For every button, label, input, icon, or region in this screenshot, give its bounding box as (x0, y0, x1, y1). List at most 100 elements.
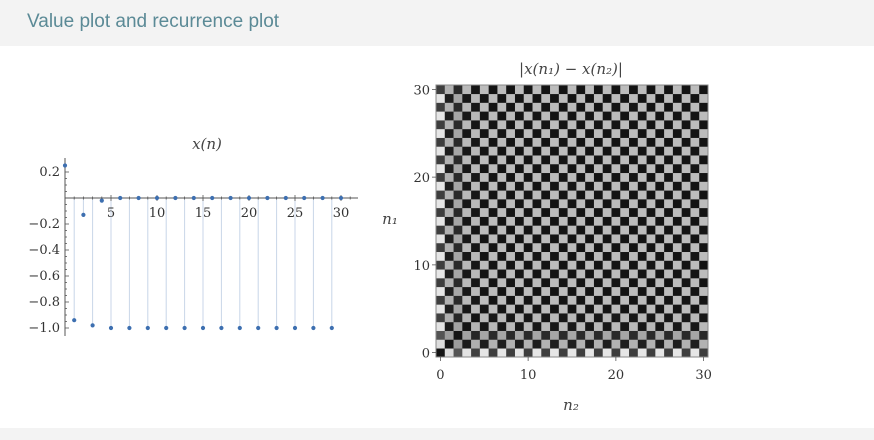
recurrence-cell (664, 295, 674, 305)
value-x-tick-label: 5 (107, 206, 115, 221)
recurrence-cell (462, 242, 472, 253)
recurrence-cell (436, 111, 446, 121)
recurrence-cell (690, 330, 700, 340)
recurrence-cell (576, 181, 586, 191)
recurrence-cell (567, 190, 577, 200)
recurrence-cell (655, 102, 665, 112)
recurrence-cell (646, 181, 656, 191)
recurrence-cell (453, 278, 463, 288)
value-point (99, 198, 104, 203)
recurrence-cell (462, 295, 472, 305)
recurrence-cell (479, 146, 489, 156)
recurrence-cell (558, 330, 568, 340)
recurrence-cell (506, 128, 516, 138)
recurrence-cell (444, 155, 454, 165)
recurrence-cell (479, 234, 489, 244)
recurrence-cell (699, 321, 709, 331)
recurrence-cell (471, 321, 481, 331)
recurrence-cell (479, 120, 489, 130)
recurrence-cell (637, 321, 647, 331)
recurrence-cell (506, 137, 516, 147)
recurrence-cell (550, 128, 560, 138)
recurrence-cell (558, 269, 568, 279)
recurrence-cell (462, 225, 472, 235)
recurrence-cell (655, 120, 665, 130)
recurrence-cell (444, 251, 454, 261)
recurrence-cell (514, 172, 525, 182)
recurrence-cell (514, 111, 525, 121)
recurrence-cell (567, 146, 577, 156)
recurrence-cell (637, 269, 647, 279)
recurrence-cell (532, 251, 542, 261)
recurrence-cell (620, 313, 630, 323)
recurrence-cell (637, 278, 647, 288)
recurrence-cell (523, 216, 533, 226)
recurrence-cell (629, 102, 639, 112)
recurrence-cell (672, 172, 682, 182)
recurrence-cell (558, 146, 568, 156)
recurrence-cell (611, 251, 621, 261)
recurrence-cell (506, 111, 516, 121)
recurrence-cell (558, 155, 568, 165)
recurrence-cell (523, 269, 533, 279)
recurrence-cell (699, 155, 709, 165)
recurrence-cell (541, 120, 551, 130)
recurrence-cell (655, 225, 665, 235)
recurrence-cell (629, 146, 639, 156)
recurrence-cell (593, 199, 604, 209)
value-y-tick-label: −1.0 (28, 321, 60, 336)
recurrence-cell (699, 207, 709, 217)
recurrence-cell (558, 190, 568, 200)
recurrence-cell (576, 251, 586, 261)
recurrence-cell (655, 295, 665, 305)
recurrence-cell (479, 172, 489, 182)
recurrence-cell (567, 295, 577, 305)
recurrence-cell (550, 260, 560, 270)
recurrence-cell (514, 85, 525, 95)
recurrence-cell (479, 93, 489, 103)
recurrence-cell (602, 313, 612, 323)
recurrence-cell (690, 102, 700, 112)
recurrence-cell (699, 181, 709, 191)
recurrence-cell (629, 216, 639, 226)
recurrence-cell (479, 260, 489, 270)
recurrence-cell (611, 155, 621, 165)
recurrence-cell (620, 295, 630, 305)
recurrence-cell (567, 286, 577, 296)
recurrence-cell (532, 216, 542, 226)
recurrence-cell (620, 155, 630, 165)
recurrence-cell (462, 234, 472, 244)
recurrence-cell (550, 234, 560, 244)
recurrence-cell (699, 286, 709, 296)
recurrence-cell (655, 207, 665, 217)
recurrence-cell (488, 304, 498, 314)
recurrence-cell (514, 93, 525, 103)
recurrence-cell (681, 321, 691, 331)
recurrence-cell (646, 321, 656, 331)
recurrence-cell (681, 330, 691, 340)
recurrence-cell (558, 278, 568, 288)
recurrence-cell (620, 286, 630, 296)
value-x-tick-label: 30 (333, 206, 350, 221)
recurrence-cell (567, 93, 577, 103)
recurrence-cell (567, 278, 577, 288)
recurrence-cell (436, 163, 446, 174)
recurrence-cell (471, 199, 481, 209)
recurrence-cell (585, 234, 595, 244)
recurrence-cell (699, 234, 709, 244)
recurrence-cell (471, 225, 481, 235)
recurrence-cell (550, 304, 560, 314)
recurrence-cell (558, 225, 568, 235)
recurrence-cell (646, 348, 656, 358)
recurrence-cell (523, 225, 533, 235)
recurrence-cell (523, 321, 533, 331)
recurrence-cell (550, 172, 560, 182)
value-point (173, 195, 178, 201)
value-point (283, 195, 288, 201)
recurrence-cell (541, 225, 551, 235)
recurrence-cell (655, 286, 665, 296)
recurrence-cell (585, 348, 595, 358)
recurrence-cell (593, 102, 604, 112)
recurrence-cell (532, 278, 542, 288)
recurrence-cell (681, 93, 691, 103)
